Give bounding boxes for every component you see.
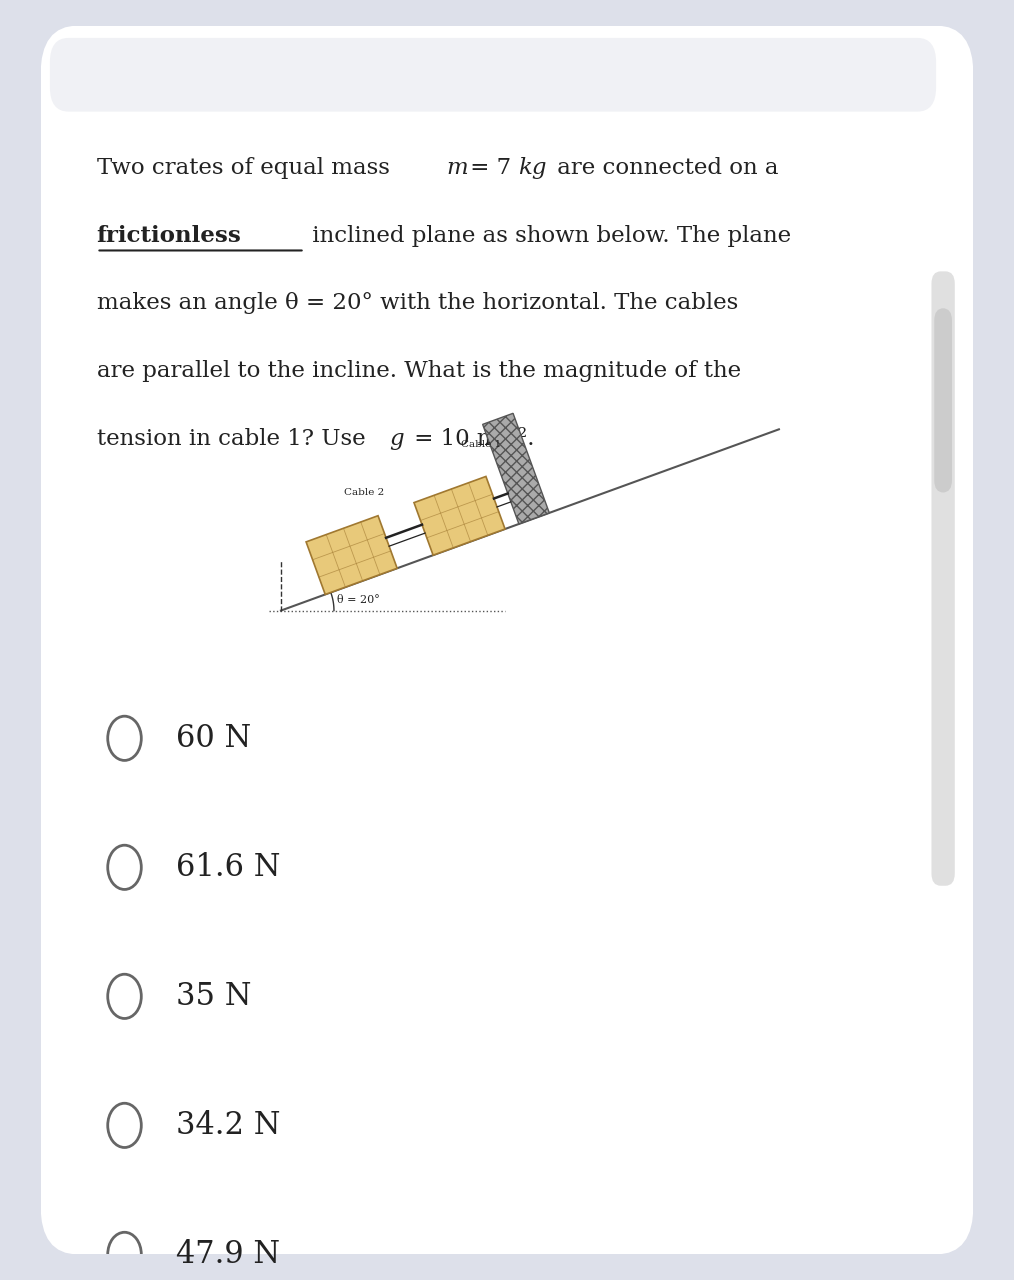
- Polygon shape: [306, 516, 397, 594]
- FancyBboxPatch shape: [41, 26, 973, 1254]
- Text: inclined plane as shown below. The plane: inclined plane as shown below. The plane: [304, 225, 791, 247]
- Text: Two crates of equal mass: Two crates of equal mass: [96, 157, 396, 179]
- Text: θ = 20°: θ = 20°: [337, 595, 379, 605]
- Text: frictionless: frictionless: [96, 225, 241, 247]
- Text: makes an angle θ = 20° with the horizontal. The cables: makes an angle θ = 20° with the horizont…: [96, 292, 738, 315]
- Text: = 10 m/s².: = 10 m/s².: [408, 428, 534, 449]
- Text: kg: kg: [518, 157, 547, 179]
- FancyBboxPatch shape: [932, 271, 955, 886]
- FancyBboxPatch shape: [50, 38, 936, 111]
- Text: = 7: = 7: [463, 157, 518, 179]
- Text: 61.6 N: 61.6 N: [175, 851, 280, 883]
- Text: 47.9 N: 47.9 N: [175, 1239, 280, 1270]
- Text: Cable 2: Cable 2: [345, 488, 384, 497]
- Polygon shape: [414, 476, 505, 556]
- Polygon shape: [483, 413, 550, 524]
- Text: Cable 1: Cable 1: [460, 439, 501, 449]
- Text: tension in cable 1? Use: tension in cable 1? Use: [96, 428, 372, 449]
- Text: are connected on a: are connected on a: [550, 157, 779, 179]
- Text: 35 N: 35 N: [175, 980, 251, 1012]
- Text: are parallel to the incline. What is the magnitude of the: are parallel to the incline. What is the…: [96, 360, 740, 381]
- Text: 34.2 N: 34.2 N: [175, 1110, 280, 1140]
- Text: g: g: [389, 428, 405, 449]
- FancyBboxPatch shape: [934, 308, 952, 493]
- Text: m: m: [446, 157, 468, 179]
- Text: 60 N: 60 N: [175, 723, 251, 754]
